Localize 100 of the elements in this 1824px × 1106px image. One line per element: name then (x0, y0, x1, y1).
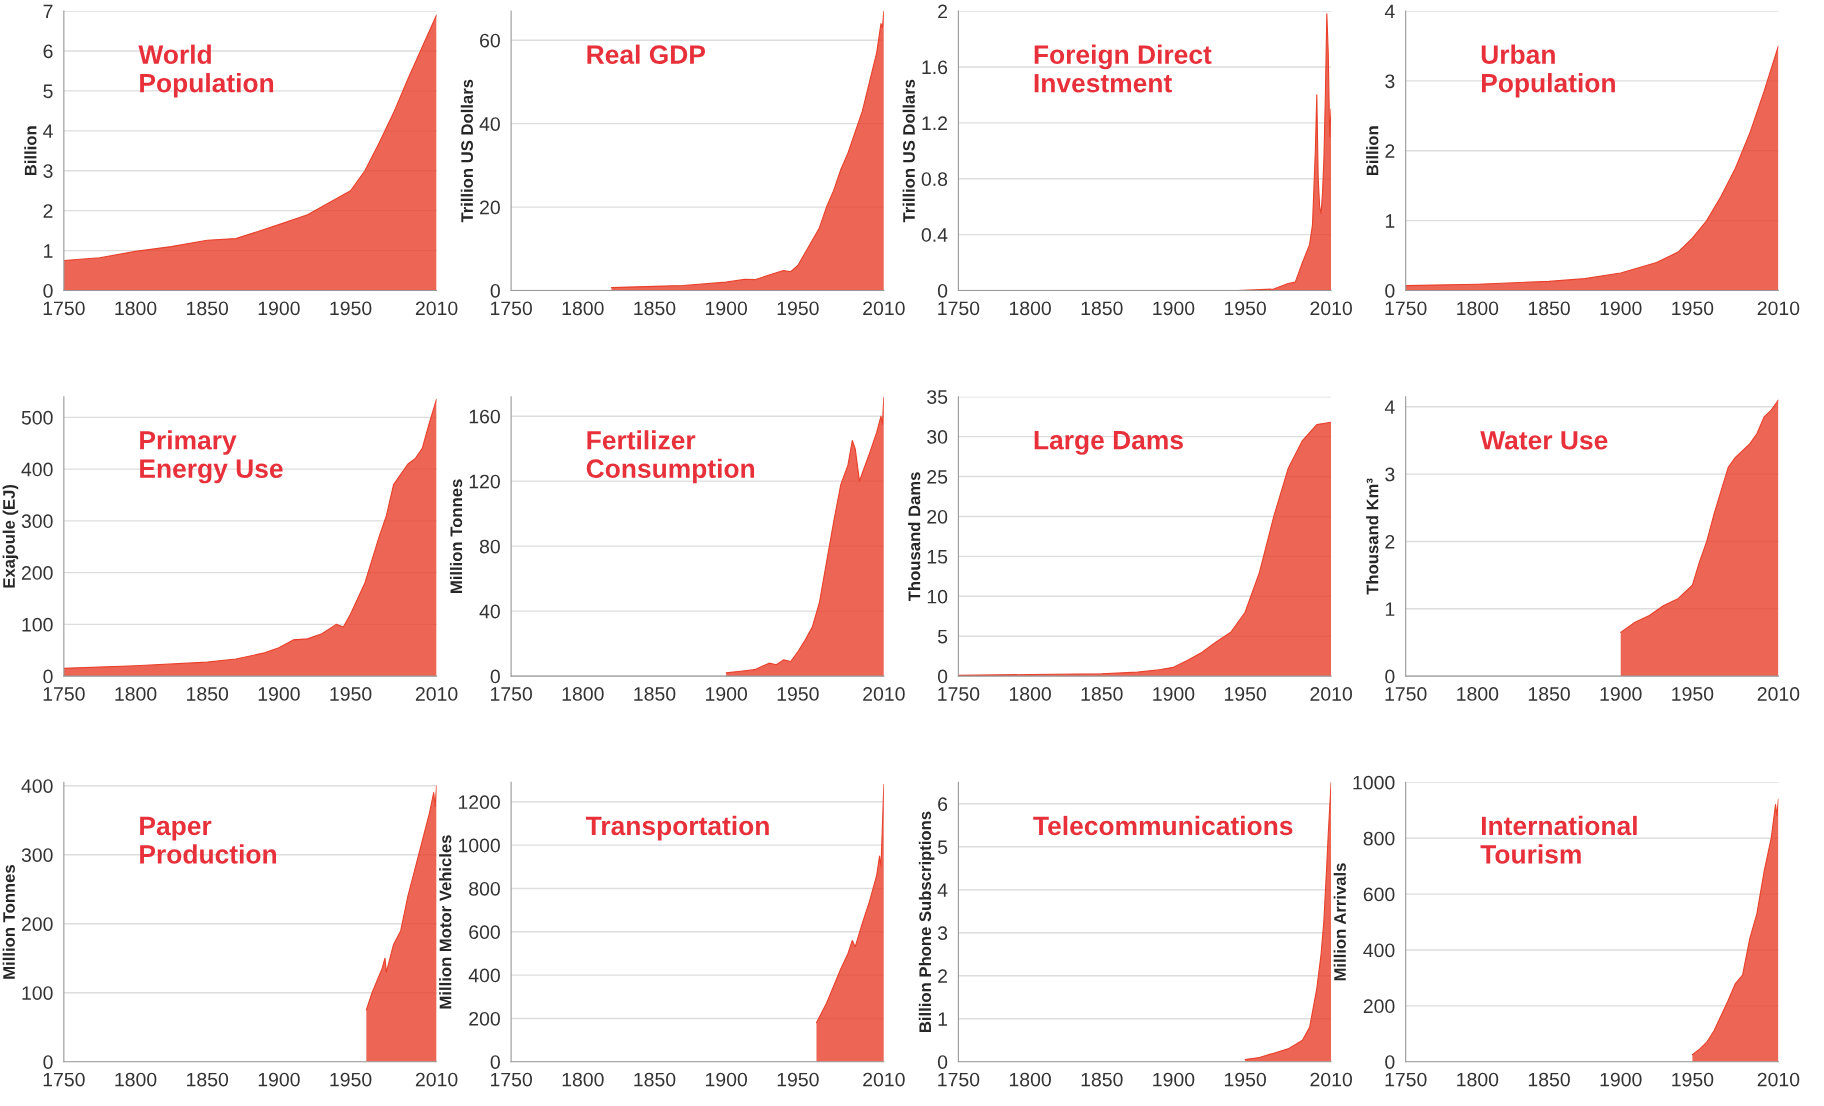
x-tick-label: 2010 (1310, 301, 1352, 316)
y-tick-label: 7 (43, 4, 53, 19)
y-tick-label: 0 (1385, 669, 1395, 684)
x-tick-label: 1900 (1600, 301, 1642, 316)
y-tick-label: 3 (937, 926, 948, 941)
y-tick-label: 0.8 (921, 172, 948, 186)
y-tick-label: 3 (1385, 74, 1395, 89)
y-tick-label: 300 (21, 848, 53, 862)
x-tick-label: 1900 (1153, 687, 1195, 701)
y-axis-title: Thousand Dams (908, 472, 921, 602)
y-tick-label: 10 (927, 589, 948, 604)
y-tick-label: 500 (21, 410, 53, 425)
x-tick-label: 1950 (1224, 301, 1266, 316)
y-tick-label: 6 (43, 44, 53, 59)
y-tick-label: 30 (927, 430, 948, 444)
y-tick-label: 0 (490, 1055, 500, 1069)
x-tick-label: 1900 (706, 1072, 748, 1087)
y-axis-title: Trillion US Dollars (460, 79, 473, 223)
y-axis-title: Million Arrivals (1333, 863, 1346, 981)
y-axis-title: Billion (24, 126, 37, 176)
y-tick-label: 1 (938, 1012, 948, 1026)
y-tick-label: 1000 (1353, 775, 1395, 790)
y-tick-label: 100 (22, 986, 53, 1000)
x-tick-label: 1800 (562, 301, 604, 316)
y-tick-label: 60 (480, 33, 500, 48)
x-tick-label: 1950 (777, 301, 819, 316)
y-tick-label: 2 (1385, 144, 1395, 158)
x-tick-label: 1950 (330, 301, 372, 316)
x-tick-label: 1850 (1528, 301, 1570, 316)
y-axis-title: Billion (1366, 126, 1379, 176)
y-tick-label: 15 (927, 550, 948, 564)
x-tick-label: 1750 (1385, 687, 1427, 701)
x-tick-label: 2010 (863, 1072, 905, 1087)
y-tick-label: 3 (43, 164, 53, 178)
x-tick-label: 1800 (1457, 687, 1499, 701)
y-tick-label: 2 (43, 204, 53, 218)
text: Urban Population (1481, 44, 1615, 98)
x-tick-label: 1800 (115, 301, 157, 316)
y-tick-label: 0 (1385, 283, 1395, 298)
x-tick-label: 1750 (938, 687, 980, 701)
y-axis-title: Billion Phone Subscriptions (918, 811, 935, 1033)
y-tick-label: 0 (490, 283, 500, 298)
y-tick-label: 4 (1384, 4, 1395, 19)
y-tick-label: 600 (469, 925, 500, 940)
y-tick-label: 200 (469, 1011, 500, 1026)
y-tick-label: 1 (44, 244, 53, 258)
y-tick-label: 6 (938, 797, 948, 812)
x-tick-label: 1800 (1009, 301, 1051, 316)
x-tick-label: 2010 (415, 1072, 458, 1087)
x-tick-label: 1850 (1528, 687, 1570, 701)
y-tick-label: 4 (43, 124, 53, 138)
x-tick-label: 1900 (1600, 1072, 1642, 1087)
x-tick-label: 1950 (330, 687, 372, 701)
text: Paper Production (140, 816, 277, 864)
y-tick-label: 400 (21, 462, 53, 477)
x-tick-label: 1850 (187, 301, 229, 316)
x-tick-label: 1750 (43, 301, 85, 316)
y-tick-label: 400 (468, 968, 500, 983)
y-tick-label: 1000 (458, 838, 500, 853)
x-tick-label: 1950 (1672, 1072, 1714, 1087)
y-tick-label: 20 (480, 200, 500, 215)
y-tick-label: 400 (21, 779, 53, 794)
x-tick-label: 1950 (330, 1072, 372, 1087)
x-tick-label: 1850 (1528, 1072, 1570, 1087)
x-tick-label: 2010 (415, 687, 458, 701)
x-tick-label: 1750 (490, 687, 532, 701)
y-tick-label: 3 (1385, 467, 1395, 482)
y-tick-label: 2 (1385, 534, 1395, 549)
x-tick-label: 1900 (258, 301, 300, 316)
y-tick-label: 160 (469, 409, 500, 424)
text: International Tourism (1480, 815, 1637, 864)
y-tick-label: 200 (21, 917, 53, 931)
y-tick-label: 40 (479, 117, 500, 131)
x-tick-label: 1800 (1009, 1072, 1051, 1087)
y-tick-label: 4 (937, 883, 948, 897)
y-axis-title: Million Tonnes (449, 479, 463, 594)
y-tick-label: 4 (1384, 400, 1395, 414)
y-tick-label: 1200 (458, 795, 500, 810)
x-tick-label: 1950 (777, 687, 819, 701)
x-tick-label: 1800 (115, 1072, 157, 1087)
text: Transportation (585, 815, 769, 841)
x-tick-label: 2010 (1757, 687, 1800, 701)
text: Foreign Direct Investment (1034, 44, 1212, 93)
x-tick-label: 1900 (258, 1072, 300, 1087)
text: Telecommunications (1033, 815, 1293, 836)
y-axis-title: Thousand Km³ (1366, 478, 1379, 595)
y-tick-label: 1.2 (922, 116, 947, 130)
y-tick-label: 2 (938, 969, 947, 983)
x-tick-label: 1850 (1081, 687, 1123, 701)
x-tick-label: 1950 (1672, 301, 1714, 316)
x-tick-label: 1900 (1153, 301, 1195, 316)
y-tick-label: 0.4 (921, 228, 948, 242)
y-tick-label: 0 (937, 283, 948, 298)
y-tick-label: 80 (479, 539, 500, 554)
y-tick-label: 2 (938, 4, 947, 19)
x-tick-label: 1950 (777, 1072, 819, 1087)
text: Primary Energy Use (140, 430, 283, 484)
x-tick-label: 1750 (490, 1072, 532, 1087)
y-tick-label: 1 (1385, 214, 1395, 228)
y-tick-label: 0 (1385, 1055, 1395, 1069)
